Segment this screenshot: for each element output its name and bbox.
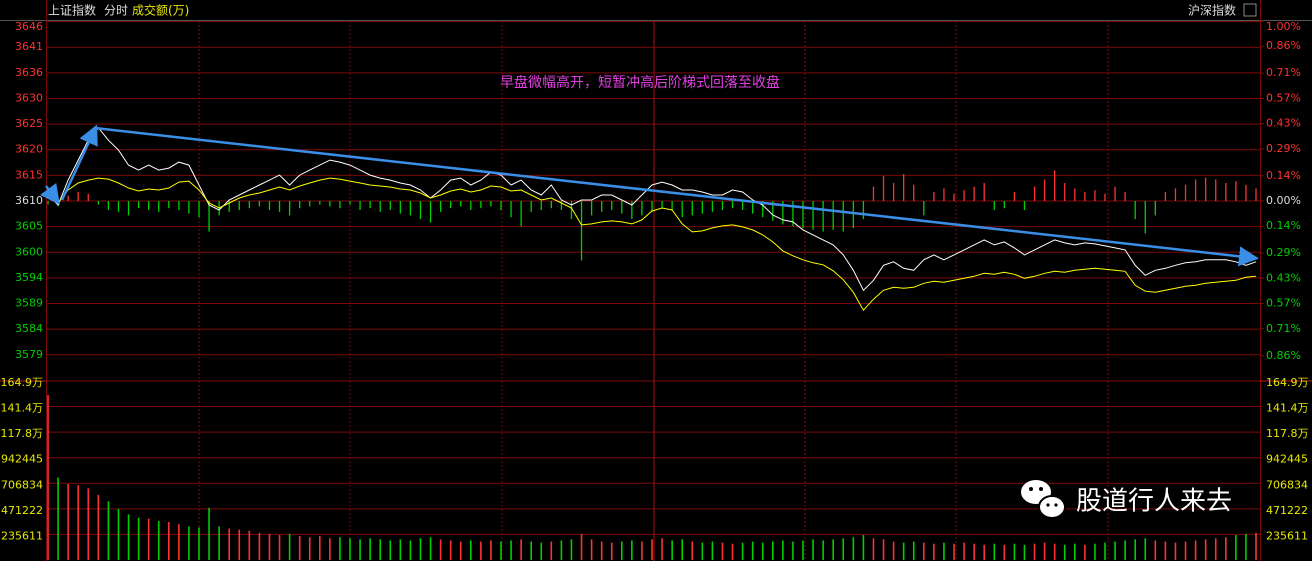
y-tick-label: 471222 [1266, 504, 1308, 517]
watermark: 股道行人来去 [1021, 480, 1232, 519]
y2-tick-label: 0.00% [1266, 194, 1301, 207]
y-tick-label: 164.9万 [1, 376, 44, 389]
y-tick-label: 164.9万 [1266, 376, 1309, 389]
trend-arrow [94, 126, 1259, 267]
price-line [47, 126, 1257, 292]
mode-label[interactable]: 分时 [104, 4, 128, 18]
wechat-icon [1039, 487, 1043, 491]
y-tick-label: 942445 [1266, 453, 1308, 466]
close-button[interactable] [1243, 3, 1257, 17]
y2-tick-label: 0.43% [1266, 117, 1301, 130]
y-tick-label: 235611 [1266, 529, 1308, 542]
y-tick-label: 3630 [15, 91, 43, 104]
y2-tick-label: 0.43% [1266, 271, 1301, 284]
y-tick-label: 3600 [15, 245, 43, 258]
wechat-icon [1054, 503, 1058, 507]
y-tick-label: 706834 [1, 478, 43, 491]
y-tick-label: 235611 [1, 529, 43, 542]
y-tick-label: 141.4万 [1266, 402, 1309, 415]
y-tick-label: 471222 [1, 504, 43, 517]
y2-tick-label: 0.86% [1266, 349, 1301, 362]
y-tick-label: 117.8万 [1266, 427, 1309, 440]
y-tick-label: 3610 [15, 194, 43, 207]
price-line [47, 177, 1257, 312]
y2-tick-label: 1.00% [1266, 20, 1301, 33]
y-tick-label: 3589 [15, 297, 43, 310]
wechat-icon [1038, 495, 1066, 519]
y2-tick-label: 0.57% [1266, 297, 1301, 310]
y2-tick-label: 0.86% [1266, 39, 1301, 52]
y-tick-label: 3594 [15, 271, 43, 284]
volume-title: 成交额(万) [132, 3, 189, 18]
trend-arrow [60, 124, 98, 201]
y-tick-label: 3636 [15, 66, 43, 79]
trend-arrow [40, 182, 60, 206]
y2-tick-label: 0.71% [1266, 66, 1301, 79]
y-tick-label: 3584 [15, 322, 43, 335]
watermark-text: 股道行人来去 [1076, 487, 1232, 517]
annotation: 早盘微幅高开，短暂冲高后阶梯式回落至收盘 [500, 74, 780, 91]
y2-tick-label: 0.57% [1266, 91, 1301, 104]
y-tick-label: 3615 [15, 168, 43, 181]
y-tick-label: 3646 [15, 20, 43, 33]
time-grid [198, 21, 1109, 561]
y2-tick-label: 0.71% [1266, 322, 1301, 335]
y-tick-label: 3625 [15, 117, 43, 130]
y2-tick-label: 0.29% [1266, 246, 1301, 259]
y-tick-label: 3579 [15, 348, 43, 361]
y-tick-label: 117.8万 [1, 427, 44, 440]
y2-tick-label: 0.14% [1266, 169, 1301, 182]
wechat-icon [1046, 503, 1050, 507]
index-name: 上证指数 [48, 3, 96, 18]
y-tick-label: 706834 [1266, 478, 1308, 491]
y-tick-label: 141.4万 [1, 402, 44, 415]
y2-tick-label: 0.14% [1266, 219, 1301, 232]
y-tick-label: 3620 [15, 143, 43, 156]
wechat-icon [1029, 487, 1033, 491]
y2-tick-label: 0.29% [1266, 142, 1301, 155]
market-label[interactable]: 沪深指数 [1188, 3, 1236, 18]
plot: 3646 3641 3636 3630 3625 3620 3615 3610 3605 3600… [1, 20, 1309, 560]
y-tick-label: 942445 [1, 453, 43, 466]
y-tick-label: 3605 [15, 220, 43, 233]
y-tick-label: 3641 [15, 40, 43, 53]
